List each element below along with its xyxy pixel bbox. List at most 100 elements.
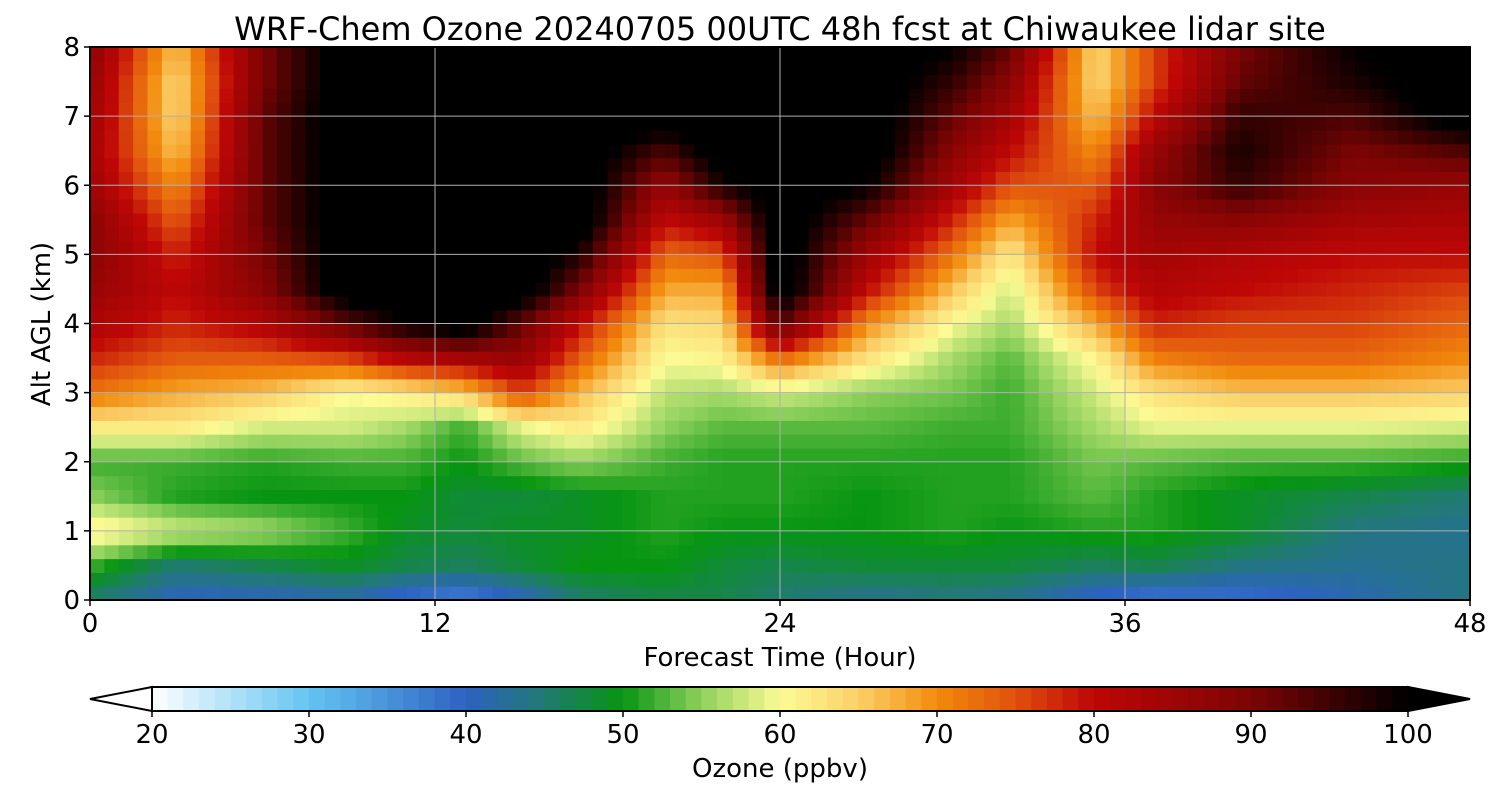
y-tick-label: 1 <box>63 517 80 547</box>
heatmap-cell <box>1311 143 1327 159</box>
heatmap-cell <box>348 558 364 573</box>
heatmap-cell <box>205 185 220 200</box>
heatmap-cell <box>1369 351 1385 366</box>
heatmap-cell <box>205 530 220 546</box>
heatmap-cell <box>118 503 134 518</box>
heatmap-cell <box>1412 295 1428 311</box>
heatmap-cell <box>837 337 853 352</box>
heatmap-cell <box>219 434 235 449</box>
heatmap-cell <box>334 47 350 62</box>
heatmap-cell <box>1225 337 1241 352</box>
heatmap-cell <box>1254 268 1270 283</box>
heatmap-cell <box>564 364 580 380</box>
heatmap-cell <box>679 268 695 283</box>
heatmap-cell <box>348 530 364 546</box>
heatmap-cell <box>938 60 954 76</box>
heatmap-cell <box>578 88 594 103</box>
heatmap-cell <box>478 60 494 76</box>
heatmap-cell <box>320 268 335 283</box>
heatmap-cell <box>1125 420 1140 435</box>
heatmap-cell <box>1182 351 1198 366</box>
heatmap-cell <box>923 517 939 532</box>
heatmap-cell <box>751 143 767 159</box>
heatmap-cell <box>952 530 968 546</box>
y-tick-label: 5 <box>63 240 80 270</box>
heatmap-cell <box>90 572 105 587</box>
heatmap-cell <box>1081 530 1097 546</box>
heatmap-cell <box>780 143 795 159</box>
heatmap-cell <box>1254 434 1270 449</box>
heatmap-cell <box>492 406 508 421</box>
heatmap-cell <box>406 185 422 200</box>
heatmap-cell <box>708 489 724 504</box>
heatmap-cell <box>535 254 551 269</box>
heatmap-cell <box>837 364 853 380</box>
heatmap-cell <box>765 447 781 463</box>
heatmap-cell <box>636 295 652 311</box>
heatmap-cell <box>1441 392 1457 408</box>
heatmap-cell <box>1225 88 1241 103</box>
heatmap-cell <box>1369 129 1385 145</box>
heatmap-cell <box>205 392 220 408</box>
heatmap-cell <box>794 530 810 546</box>
heatmap-cell <box>621 489 637 504</box>
heatmap-cell <box>1067 309 1083 325</box>
heatmap-cell <box>1441 185 1457 200</box>
heatmap-cell <box>1182 212 1198 228</box>
heatmap-cell <box>1383 102 1399 117</box>
heatmap-cell <box>420 60 436 76</box>
heatmap-cell <box>118 268 134 283</box>
heatmap-cell <box>1096 461 1112 477</box>
heatmap-cell <box>205 116 220 131</box>
heatmap-cell <box>435 47 450 62</box>
heatmap-cell <box>1081 337 1097 352</box>
heatmap-cell <box>923 129 939 145</box>
heatmap-cell <box>995 129 1011 145</box>
heatmap-cell <box>521 323 537 338</box>
heatmap-cell <box>1383 185 1399 200</box>
heatmap-cell <box>851 447 867 463</box>
heatmap-cell <box>276 434 292 449</box>
heatmap-cell <box>233 226 249 242</box>
heatmap-cell <box>650 351 666 366</box>
heatmap-cell <box>1153 199 1169 214</box>
heatmap-cell <box>607 392 623 408</box>
heatmap-cell <box>118 199 134 214</box>
heatmap-cell <box>1441 517 1457 532</box>
heatmap-cell <box>1326 102 1342 117</box>
heatmap-cell <box>1153 157 1169 173</box>
heatmap-cell <box>550 254 565 269</box>
heatmap-cell <box>1254 226 1270 242</box>
heatmap-cell <box>693 530 709 546</box>
heatmap-cell <box>90 503 105 518</box>
heatmap-cell <box>866 351 882 366</box>
heatmap-cell <box>808 475 824 490</box>
heatmap-cell <box>248 74 264 90</box>
heatmap-cell <box>90 199 105 214</box>
heatmap-cell <box>478 558 494 573</box>
heatmap-cell <box>276 420 292 435</box>
heatmap-cell <box>1455 558 1471 573</box>
heatmap-cell <box>679 74 695 90</box>
heatmap-cell <box>909 143 925 159</box>
x-tick-label: 24 <box>763 609 796 639</box>
heatmap-cell <box>578 323 594 338</box>
heatmap-cell <box>1441 558 1457 573</box>
heatmap-cell <box>521 295 537 311</box>
heatmap-cell <box>722 199 738 214</box>
heatmap-cell <box>1038 226 1054 242</box>
heatmap-cell <box>952 434 968 449</box>
heatmap-cell <box>449 447 465 463</box>
heatmap-cell <box>665 420 680 435</box>
heatmap-cell <box>1153 461 1169 477</box>
heatmap-cell <box>420 544 436 560</box>
colorbar-cells <box>152 687 1409 711</box>
heatmap-cell <box>808 212 824 228</box>
heatmap-cell <box>1196 143 1212 159</box>
heatmap-cell <box>1283 572 1299 587</box>
heatmap-cell <box>578 102 594 117</box>
heatmap-cell <box>1355 337 1370 352</box>
heatmap-cell <box>1283 489 1299 504</box>
heatmap-cell <box>780 157 795 173</box>
heatmap-cell <box>535 420 551 435</box>
